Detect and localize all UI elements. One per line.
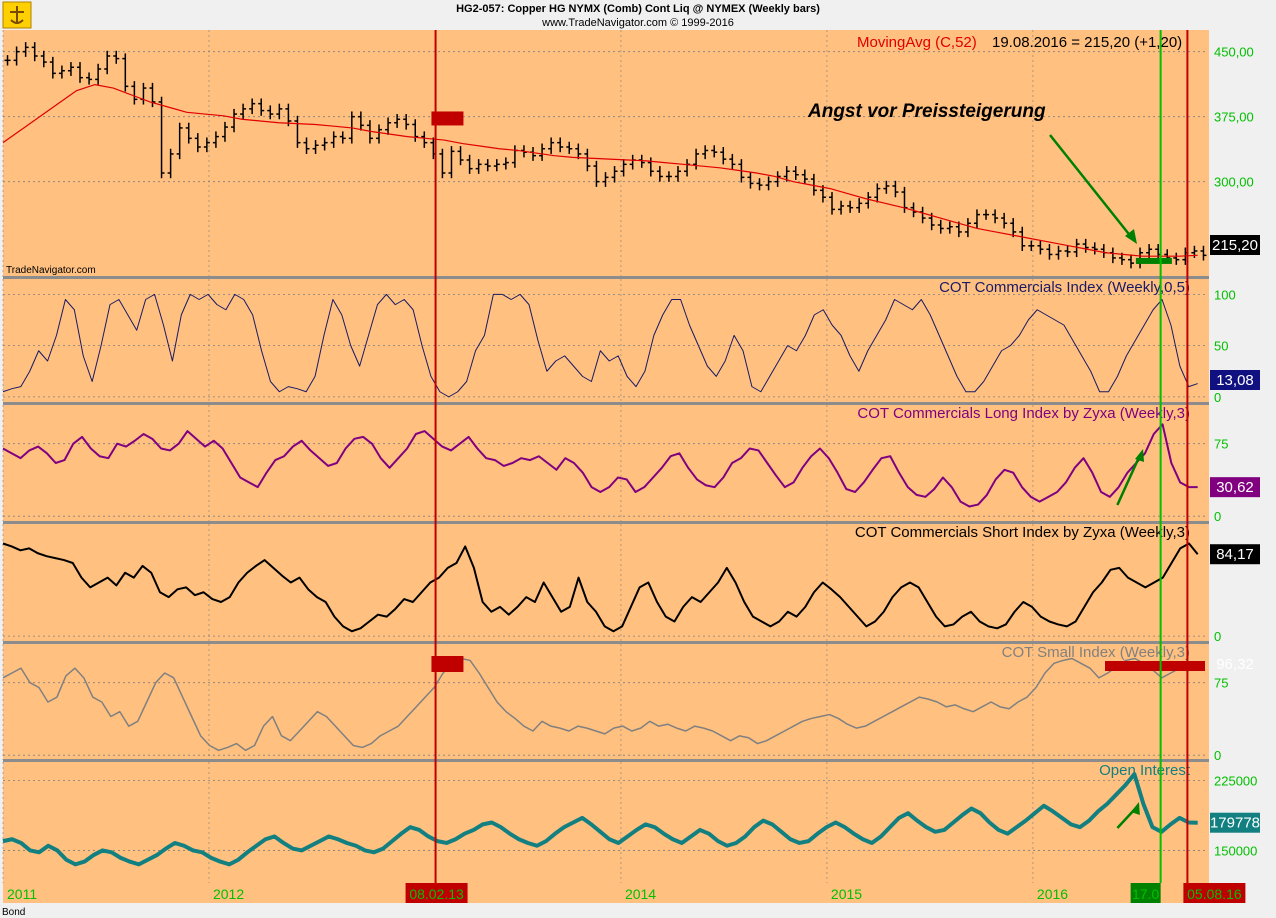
last-value-label: 84,17: [1216, 546, 1254, 563]
x-marker-box: [1130, 883, 1161, 903]
x-axis-label: 2014: [625, 886, 656, 902]
x-axis-background: [3, 883, 1209, 903]
up-arrow: [1116, 454, 1142, 506]
panel-1: 450,00 375,00 300,00 MovingAvg (C,52) 19.08.…: [2, 30, 1260, 277]
price-marker-red: [431, 111, 464, 126]
y-tick-label: 0: [1214, 629, 1221, 644]
last-value-box: [1210, 544, 1260, 565]
last-value-label: 30,62: [1216, 479, 1254, 496]
last-value-label: 179778: [1210, 815, 1260, 832]
panel-separator: [3, 402, 1209, 405]
x-marker-label: 17.0: [1132, 886, 1159, 902]
last-value-label: 96,32: [1216, 656, 1254, 673]
x-axis-label: 2011: [7, 886, 37, 902]
x-marker-label: 05.08.16: [1187, 886, 1242, 902]
up-arrowhead: [1135, 449, 1145, 462]
panel-6: 225000 150000 Open Interest 179778: [2, 759, 1260, 883]
last-value-label: 215,20: [1212, 237, 1258, 254]
price-marker-green: [1135, 257, 1172, 264]
series-line: [2, 293, 1198, 398]
y-tick-label: 225000: [1214, 774, 1257, 789]
chart-header-line2: www.TradeNavigator.com © 1999-2016: [541, 17, 734, 29]
y-tick-label: 0: [1214, 509, 1221, 524]
y-tick-label: 75: [1214, 437, 1228, 452]
x-marker-box: [1183, 883, 1246, 903]
panel-title: COT Commercials Index (Weekly,0,5): [939, 279, 1190, 296]
x-axis-label: 2016: [1037, 886, 1068, 902]
last-value-box: [1210, 654, 1260, 674]
annotation-text: Angst vor Preissteigerung: [807, 101, 1046, 122]
x-marker-box: [405, 883, 468, 903]
y-tick-label: 100: [1214, 287, 1236, 302]
panel-separator: [3, 276, 1209, 279]
y-tick-label: 0: [1214, 390, 1221, 405]
chart-header-line1: HG2-057: Copper HG NYMX (Comb) Cont Liq …: [456, 3, 820, 15]
panel-title: COT Small Index (Weekly,3): [1002, 644, 1190, 661]
panel-4: 0 COT Commercials Short Index by Zyxa (We…: [2, 521, 1260, 644]
small-index-marker-red: [431, 656, 464, 672]
indicator-label: MovingAvg (C,52): [857, 34, 977, 51]
y-tick-label: 75: [1214, 676, 1228, 691]
series-line: [2, 542, 1199, 633]
app-logo-icon: [2, 1, 32, 29]
indicator-value: 19.08.2016 = 215,20 (+1,20): [992, 34, 1182, 51]
x-axis-label: 2012: [213, 886, 244, 902]
last-value-box: [1210, 477, 1260, 498]
moving-average-line: [2, 83, 1198, 257]
up-arrowhead: [1130, 802, 1140, 815]
annotation-arrowhead: [1125, 229, 1137, 244]
watermark: TradeNavigator.com: [6, 265, 96, 276]
footer-label: Bond: [2, 907, 25, 918]
y-tick-label: 150000: [1214, 843, 1257, 858]
panel-5: 75 0 COT Small Index (Weekly,3) 96,32: [2, 641, 1260, 763]
last-value-box: [1210, 370, 1260, 390]
y-tick-label: 50: [1214, 339, 1228, 354]
x-marker-label: 08.02.13: [409, 886, 464, 902]
small-index-highlight: [1105, 661, 1206, 671]
series-line: [2, 772, 1198, 867]
price-bars: [4, 42, 1207, 269]
series-line: [2, 657, 1198, 752]
header: HG2-057: Copper HG NYMX (Comb) Cont Liq …: [2, 1, 820, 29]
y-tick-label: 300,00: [1214, 175, 1254, 190]
panel-title: COT Commercials Long Index by Zyxa (Week…: [857, 405, 1190, 422]
y-tick-label: 375,00: [1214, 110, 1254, 125]
panel-2: 100 50 0 COT Commercials Index (Weekly,0,5)…: [2, 276, 1260, 405]
y-tick-label: 450,00: [1214, 45, 1254, 60]
panel-3: 75 0 COT Commercials Long Index by Zyxa (W…: [2, 402, 1260, 524]
panels: 450,00 375,00 300,00 MovingAvg (C,52) 19.08.…: [2, 30, 1260, 883]
last-value-label: 13,08: [1216, 372, 1254, 389]
x-axis: 2011 2012 2014 2015 2016 08.02.13 17.0 05.08.16: [3, 883, 1246, 903]
y-tick-label: 0: [1214, 748, 1221, 763]
panel-separator: [3, 521, 1209, 524]
panel-title: COT Commercials Short Index by Zyxa (Wee…: [855, 524, 1190, 541]
last-value-box: [1210, 235, 1260, 255]
panel-title: Open Interest: [1099, 762, 1191, 779]
series-line: [2, 423, 1198, 508]
panel-separator: [3, 641, 1209, 644]
annotation-arrow: [1049, 134, 1133, 239]
x-axis-label: 2015: [831, 886, 862, 902]
panel-separator: [3, 759, 1209, 762]
last-value-box: [1210, 812, 1260, 833]
